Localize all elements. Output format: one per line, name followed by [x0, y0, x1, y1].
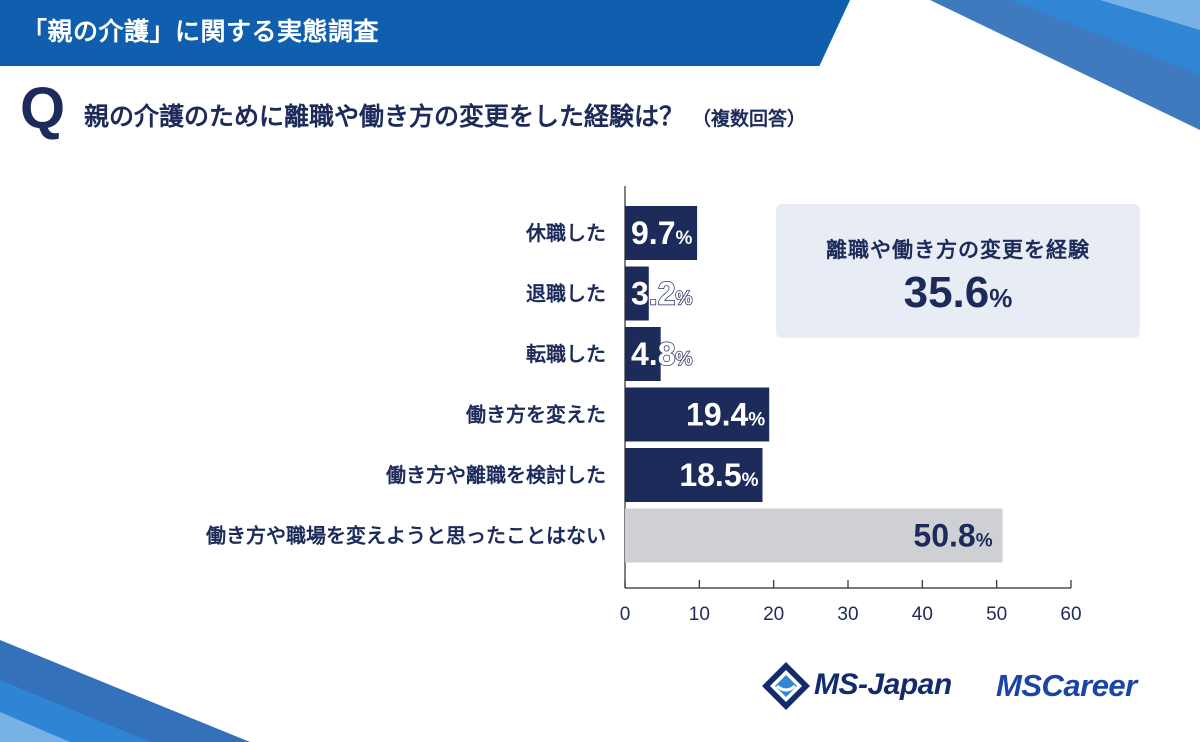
- summary-unit: %: [989, 283, 1013, 313]
- summary-label: 離職や働き方の変更を経験: [826, 238, 1090, 262]
- x-tick-label: 40: [912, 604, 933, 625]
- bar-value-label: 9.7%: [631, 215, 692, 251]
- x-tick-label: 10: [689, 604, 710, 625]
- ms-japan-logo-icon: [762, 662, 810, 710]
- summary-number: 35.6: [903, 268, 990, 317]
- bar: [625, 448, 763, 502]
- bar: [625, 206, 698, 260]
- category-label: 退職した: [526, 282, 606, 306]
- question-note: （複数回答）: [692, 108, 807, 130]
- logos: MS-Japan MSCareer: [760, 660, 1190, 720]
- category-label: 働き方や職場を変えようと思ったことはない: [205, 524, 606, 548]
- banner-title: 「親の介護」に関する実態調査: [22, 17, 380, 46]
- summary-box: 離職や働き方の変更を経験 35.6%: [776, 204, 1140, 338]
- question-body: 親の介護のために離職や働き方の変更をした経験は？: [84, 102, 685, 131]
- x-tick-label: 30: [837, 604, 858, 625]
- bar: [625, 327, 661, 381]
- bar-value-label: 19.4%: [686, 397, 765, 433]
- x-tick-label: 20: [763, 604, 784, 625]
- bar: [625, 508, 1003, 563]
- x-tick-label: 50: [986, 604, 1007, 625]
- header-banner: [0, 0, 850, 66]
- x-tick-label: 60: [1060, 604, 1081, 625]
- summary-value: 35.6%: [776, 268, 1140, 318]
- ms-career-logo: MSCareer: [996, 668, 1137, 704]
- bar-value-label: 50.8%: [913, 518, 992, 554]
- bar-value-label: 3.2%: [631, 276, 692, 312]
- category-label: 転職した: [526, 342, 606, 366]
- bar: [625, 387, 770, 442]
- question-marker: Q: [20, 76, 66, 141]
- x-tick-label: 0: [620, 604, 631, 625]
- ms-career-ms: MS: [996, 668, 1042, 703]
- category-label: 働き方や離職を検討した: [385, 463, 606, 487]
- question-text: 親の介護のために離職や働き方の変更をした経験は？ （複数回答）: [84, 97, 806, 133]
- bar: [625, 266, 649, 321]
- ms-career-word: Career: [1041, 668, 1138, 703]
- ms-japan-logo: MS-Japan: [814, 668, 952, 701]
- bar-value-label: 18.5%: [679, 457, 758, 493]
- category-label: 休職した: [525, 221, 606, 245]
- bar-value-label: 4.8%: [631, 336, 692, 372]
- category-label: 働き方を変えた: [465, 403, 606, 427]
